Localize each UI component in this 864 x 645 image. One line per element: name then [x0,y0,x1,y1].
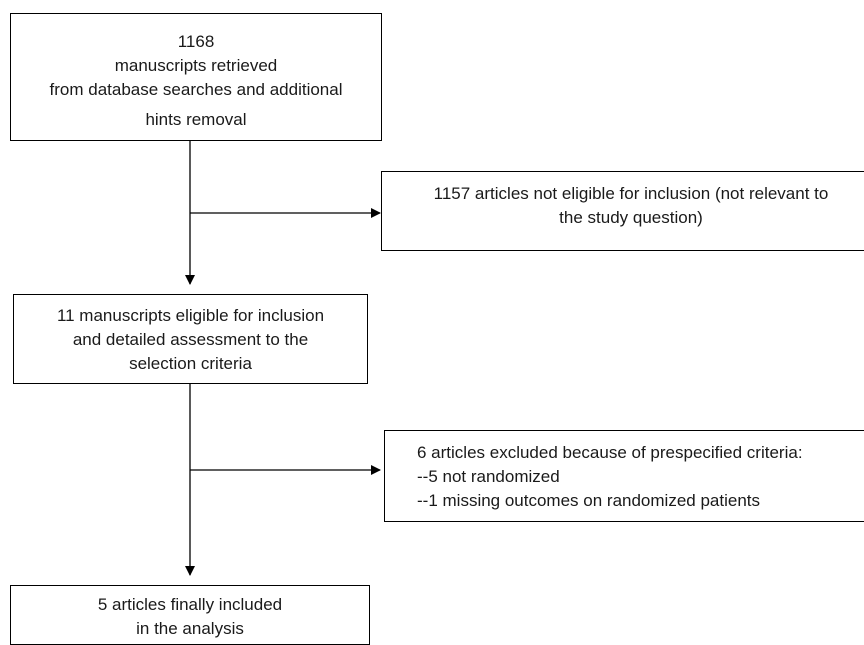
box-not-eligible: 1157 articles not eligible for inclusion… [381,171,864,251]
included-line-2: in the analysis [136,619,244,638]
not-eligible-line-1: 1157 articles not eligible for inclusion… [433,184,829,203]
not-eligible-line-2: the study question) [559,208,703,227]
retrieved-count: 1168 [177,32,215,51]
eligible-line-1: 11 manuscripts eligible for inclusion [56,306,325,325]
eligible-line-2: and detailed assessment to the [72,330,309,349]
box-finally-included: 5 articles finally included in the analy… [10,585,370,645]
box-manuscripts-retrieved: 1168 manuscripts retrieved from database… [10,13,382,141]
excluded-missing-outcomes: --1 missing outcomes on randomized patie… [417,491,760,510]
box-eligible-manuscripts: 11 manuscripts eligible for inclusion an… [13,294,368,384]
excluded-not-randomized: --5 not randomized [417,467,560,486]
retrieved-label: manuscripts retrieved [114,56,278,75]
eligible-line-3: selection criteria [129,354,252,373]
flow-connectors [185,96,381,576]
box-excluded-articles: 6 articles excluded because of prespecif… [384,430,864,522]
included-line-1: 5 articles finally included [97,595,283,614]
retrieved-note: hints removal [145,110,247,129]
retrieved-source: from database searches and additional [49,80,343,99]
excluded-header: 6 articles excluded because of prespecif… [417,443,803,462]
